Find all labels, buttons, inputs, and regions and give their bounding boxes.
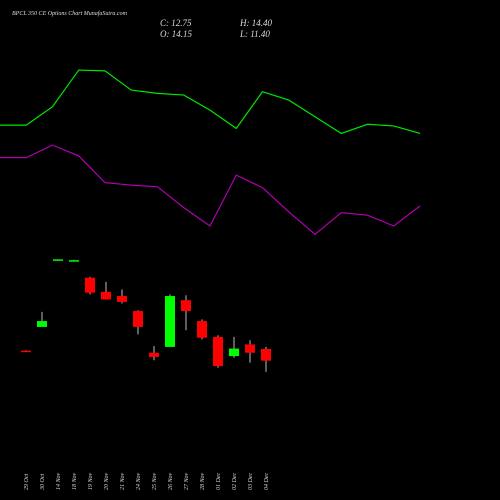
x-tick-label: 29 Oct (24, 474, 30, 490)
x-tick-label: 27 Nov (184, 472, 190, 490)
indicator-line (0, 144, 421, 236)
candle-body (181, 300, 191, 312)
close-label: C: 12.75 (160, 18, 192, 28)
x-tick-label: 03 Dec (248, 473, 254, 490)
candle-body (37, 321, 47, 327)
candle-body (165, 296, 175, 347)
candle-body (261, 348, 271, 361)
candle-body (69, 260, 79, 262)
x-tick-label: 18 Nov (72, 472, 78, 490)
x-tick-label: 02 Dec (232, 473, 238, 490)
x-tick-label: 14 Nov (55, 472, 62, 490)
x-tick-label: 25 Nov (152, 472, 158, 490)
x-tick-label: 19 Nov (88, 472, 94, 490)
x-tick-label: 20 Nov (104, 472, 110, 490)
x-tick-label: 26 Nov (168, 472, 174, 490)
candle-body (213, 336, 223, 367)
x-tick-label: 01 Dec (216, 473, 222, 490)
candle-body (245, 344, 255, 353)
candle-body (53, 259, 63, 261)
x-tick-label: 21 Nov (120, 472, 126, 490)
candle-body (117, 296, 127, 302)
open-label: O: 14.15 (160, 29, 192, 39)
candle-body (149, 352, 159, 357)
chart-title: BPCL 350 CE Options Chart MunafaSutra.co… (12, 10, 128, 17)
candle-body (133, 311, 143, 327)
x-tick-label: 04 Dec (263, 473, 270, 490)
candle-body (101, 291, 111, 300)
candle-body (21, 350, 31, 353)
high-label: H: 14.40 (239, 18, 272, 28)
candle-body (229, 348, 239, 357)
low-label: L: 11.40 (239, 29, 270, 39)
x-tick-label: 24 Nov (135, 472, 142, 490)
candle-body (85, 277, 95, 293)
indicator-line (0, 69, 421, 135)
x-tick-label: 28 Nov (200, 472, 206, 490)
candle-body (197, 321, 207, 338)
x-tick-label: 30 Oct (40, 474, 46, 491)
